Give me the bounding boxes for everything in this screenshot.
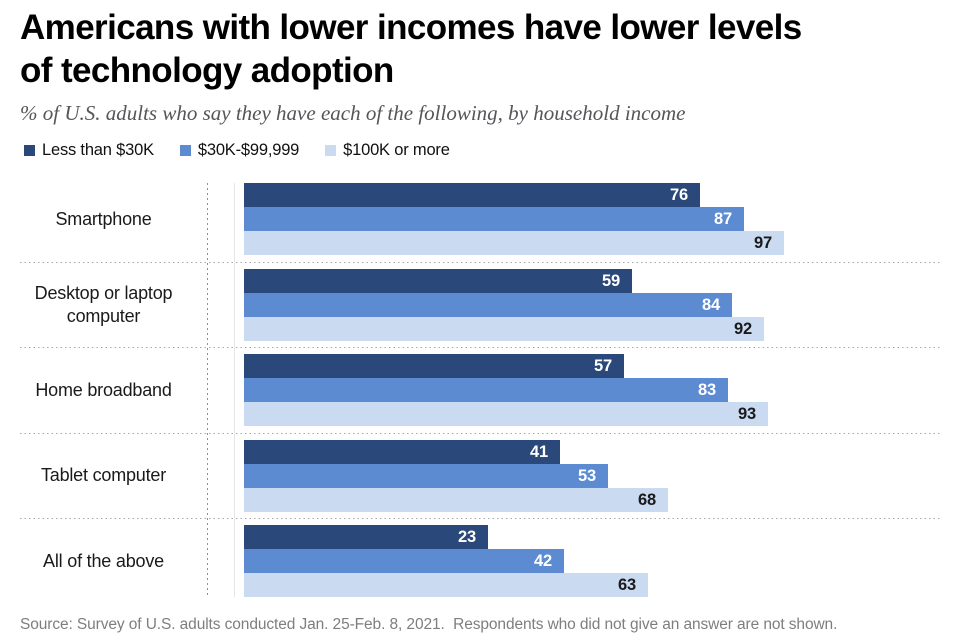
axis-dotted-line xyxy=(207,183,208,597)
bar-segment: 87 xyxy=(244,207,744,231)
bar-segment: 53 xyxy=(244,463,608,488)
category-label: Desktop or laptop computer xyxy=(34,282,173,326)
legend-item-less-than-30k: Less than $30K xyxy=(24,141,154,159)
bar-segment: 93 xyxy=(244,402,768,426)
bar-value-label: 68 xyxy=(638,490,656,509)
bar-value-label: 59 xyxy=(602,271,620,290)
legend-item-100k-or-more: $100K or more xyxy=(325,141,450,159)
bar-segment: 59 xyxy=(244,268,632,293)
axis-baseline-faint xyxy=(234,183,235,597)
category-label: Home broadband xyxy=(35,379,172,400)
bar-value-label: 23 xyxy=(458,528,476,546)
bar-value-label: 53 xyxy=(578,466,596,485)
bar-value-label: 87 xyxy=(714,210,732,228)
legend-label: $100K or more xyxy=(343,141,450,159)
source-note: Source: Survey of U.S. adults conducted … xyxy=(20,616,838,633)
bar-value-label: 97 xyxy=(754,234,772,252)
bar-segment: 83 xyxy=(244,378,728,402)
legend-label: $30K-$99,999 xyxy=(197,141,300,159)
legend-label: Less than $30K xyxy=(42,141,154,159)
bar-segment: 97 xyxy=(244,231,784,255)
bar-segment: 63 xyxy=(244,573,648,597)
row-separator xyxy=(20,347,940,348)
bar-value-label: 84 xyxy=(702,295,720,314)
bar-value-label: 76 xyxy=(670,186,688,204)
category-label: Tablet computer xyxy=(40,465,167,485)
legend-item-30k-99999: $30K-$99,999 xyxy=(179,141,300,159)
bar-value-label: 93 xyxy=(738,405,756,423)
bar-segment: 84 xyxy=(244,292,732,317)
legend-swatch-icon xyxy=(24,144,35,156)
legend-swatch-icon xyxy=(325,144,337,156)
bar-value-label: 57 xyxy=(594,357,612,375)
category-label: All of the above xyxy=(43,550,164,571)
bar-segment: 92 xyxy=(244,316,764,341)
legend: Less than $30K $30K-$99,999 $100K or mor… xyxy=(24,141,450,159)
bar-value-label: 41 xyxy=(530,442,548,461)
row-separator xyxy=(20,261,940,263)
bar-value-label: 42 xyxy=(534,552,552,570)
bar-segment: 76 xyxy=(244,183,700,207)
bar-value-label: 63 xyxy=(618,576,636,594)
chart-title: Americans with lower incomes have lower … xyxy=(20,6,950,92)
bar-segment: 41 xyxy=(244,439,560,464)
row-separator xyxy=(20,432,940,434)
chart-title-line2: of technology adoption xyxy=(20,51,394,90)
bar-segment: 23 xyxy=(244,525,488,549)
chart-subtitle: % of U.S. adults who say they have each … xyxy=(20,101,686,125)
row-separator xyxy=(20,518,940,519)
legend-swatch-icon xyxy=(179,144,191,156)
bar-value-label: 92 xyxy=(734,319,752,338)
bar-segment: 57 xyxy=(244,354,624,378)
bar-segment: 68 xyxy=(244,487,668,512)
bar-value-label: 83 xyxy=(698,381,716,399)
bar-segment: 42 xyxy=(244,549,564,573)
chart-title-line1: Americans with lower incomes have lower … xyxy=(20,8,802,47)
category-label: Smartphone xyxy=(55,208,152,229)
